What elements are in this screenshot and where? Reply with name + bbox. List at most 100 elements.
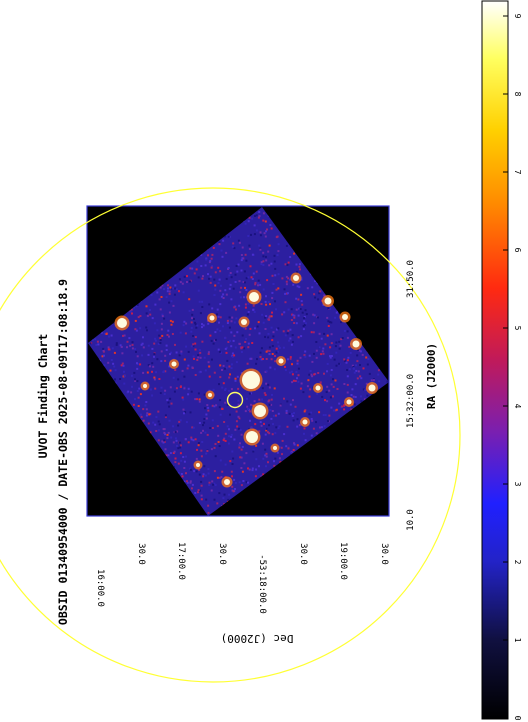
noise-pixel: [292, 314, 295, 317]
noise-pixel: [308, 354, 311, 357]
noise-pixel: [323, 425, 326, 428]
noise-pixel: [262, 321, 265, 324]
noise-pixel: [267, 461, 269, 464]
noise-pixel: [267, 332, 270, 335]
noise-pixel: [164, 389, 167, 392]
noise-pixel: [240, 448, 243, 451]
noise-pixel: [217, 282, 220, 285]
noise-pixel: [367, 358, 370, 361]
noise-pixel: [123, 382, 126, 385]
noise-pixel: [229, 460, 232, 463]
noise-pixel: [271, 410, 274, 412]
noise-pixel: [316, 392, 319, 395]
noise-pixel: [182, 324, 185, 327]
colorbar-tick-label: 8: [513, 92, 522, 97]
noise-pixel: [285, 409, 288, 412]
noise-pixel: [213, 446, 216, 449]
noise-pixel: [100, 331, 103, 334]
noise-pixel: [355, 364, 358, 367]
noise-pixel: [168, 365, 171, 368]
noise-pixel: [278, 425, 281, 428]
noise-pixel: [244, 303, 247, 306]
noise-pixel: [271, 291, 274, 294]
noise-pixel: [162, 441, 165, 444]
noise-pixel: [273, 368, 276, 371]
noise-pixel: [201, 300, 204, 303]
noise-pixel: [190, 330, 193, 333]
noise-pixel: [162, 428, 165, 431]
noise-pixel: [236, 331, 239, 334]
dec-tick-label: 16:00.0: [95, 569, 105, 607]
noise-pixel: [216, 476, 219, 479]
noise-pixel: [343, 383, 346, 385]
noise-pixel: [319, 290, 322, 293]
noise-pixel: [269, 366, 272, 369]
noise-pixel: [170, 323, 173, 326]
noise-pixel: [137, 396, 140, 399]
noise-pixel: [283, 397, 285, 400]
noise-pixel: [312, 313, 315, 316]
noise-pixel: [281, 439, 284, 442]
noise-pixel: [244, 286, 246, 289]
noise-pixel: [153, 322, 156, 325]
noise-pixel: [179, 419, 182, 422]
noise-pixel: [245, 481, 248, 484]
noise-pixel: [114, 378, 116, 381]
noise-pixel: [240, 456, 243, 459]
noise-pixel: [323, 372, 325, 375]
noise-pixel: [188, 280, 191, 283]
noise-pixel: [224, 387, 227, 390]
noise-pixel: [243, 270, 246, 273]
noise-pixel: [231, 475, 233, 478]
noise-pixel: [332, 385, 335, 388]
noise-pixel: [272, 423, 274, 426]
noise-pixel: [359, 395, 362, 398]
noise-pixel: [254, 327, 256, 330]
noise-pixel: [274, 267, 277, 270]
noise-pixel: [228, 326, 231, 329]
noise-pixel: [277, 243, 280, 246]
noise-pixel: [179, 331, 182, 334]
noise-pixel: [252, 308, 255, 311]
noise-pixel: [201, 441, 204, 443]
noise-pixel: [312, 427, 315, 430]
noise-pixel: [270, 326, 273, 329]
noise-pixel: [170, 402, 173, 405]
noise-pixel: [163, 317, 166, 320]
star-core: [346, 399, 352, 405]
noise-pixel: [313, 352, 315, 355]
noise-pixel: [163, 288, 165, 291]
noise-pixel: [295, 322, 298, 325]
noise-pixel: [271, 274, 274, 277]
noise-pixel: [330, 321, 333, 324]
noise-pixel: [279, 404, 282, 407]
noise-pixel: [200, 455, 203, 458]
noise-pixel: [168, 292, 171, 295]
noise-pixel: [221, 470, 224, 473]
noise-pixel: [327, 325, 330, 327]
noise-pixel: [265, 382, 268, 385]
noise-pixel: [185, 421, 188, 424]
noise-pixel: [193, 357, 195, 360]
noise-pixel: [196, 359, 199, 361]
noise-pixel: [179, 452, 182, 455]
noise-pixel: [259, 248, 262, 251]
noise-pixel: [262, 457, 265, 460]
noise-pixel: [327, 320, 330, 323]
noise-pixel: [196, 448, 198, 451]
noise-pixel: [238, 280, 241, 283]
noise-pixel: [300, 300, 303, 303]
noise-pixel: [200, 494, 203, 497]
noise-pixel: [311, 360, 314, 363]
noise-pixel: [246, 313, 249, 316]
noise-pixel: [297, 336, 300, 339]
noise-pixel: [222, 293, 225, 296]
noise-pixel: [187, 441, 190, 444]
noise-pixel: [330, 406, 333, 409]
noise-pixel: [181, 396, 184, 399]
noise-pixel: [299, 268, 301, 271]
noise-pixel: [230, 388, 233, 391]
dec-tick-label: 30.0: [136, 543, 146, 565]
noise-pixel: [225, 346, 228, 349]
noise-pixel: [252, 450, 255, 453]
